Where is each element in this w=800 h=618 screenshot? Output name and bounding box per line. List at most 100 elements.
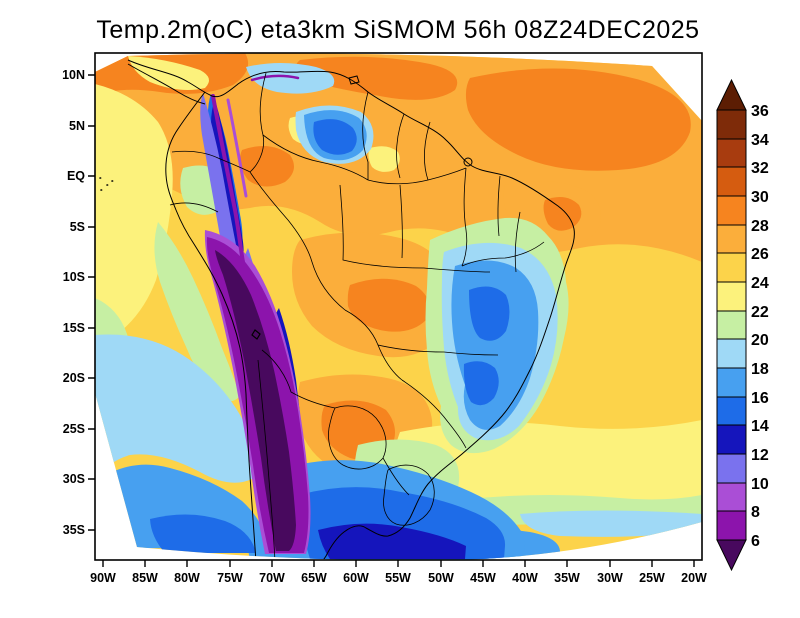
field-region-blue-minas2: [463, 361, 499, 406]
field-region-blue-minas1: [469, 286, 510, 341]
coast-centralamerica-pacific: [127, 63, 206, 105]
y-tick-label: 30S: [63, 472, 85, 486]
colorbar-box: [716, 367, 747, 398]
colorbar-labels: 36 34 32 30 28 26 24 22 20 18 16 14 12 1…: [751, 103, 769, 550]
island-marajo: [463, 157, 473, 167]
colorbar-label: 36: [751, 103, 769, 120]
border-paraguay-argentina: [382, 457, 410, 496]
y-tick-label: 35S: [63, 523, 85, 537]
x-tick-label: 40W: [512, 571, 538, 585]
colorbar-arrow-top: [716, 78, 747, 111]
colorbar-label: 28: [751, 218, 769, 235]
border-guyane: [424, 121, 431, 181]
border-paraguay: [328, 405, 387, 470]
x-axis-labels: 90W 85W 80W 75W 70W 65W 60W 55W 50W 45W …: [90, 571, 707, 585]
colorbar-label: 30: [751, 189, 769, 206]
field-region-blue-venezuela: [313, 119, 357, 155]
y-tick-label: 10N: [62, 68, 85, 82]
x-axis: [102, 560, 695, 567]
colorbar-label: 22: [751, 304, 769, 321]
colorbar-label: 20: [751, 332, 769, 349]
field-region-green-perucoast: [154, 222, 240, 402]
coast-pacific: [165, 91, 257, 561]
field-streaks-colombia: [211, 74, 300, 264]
y-tick-label: 15S: [63, 321, 85, 335]
x-tick-label: 70W: [259, 571, 285, 585]
border-ecuador-peru: [169, 202, 219, 213]
field-region-navy-argentina: [318, 523, 466, 559]
field-region-darkpurple-core: [215, 250, 296, 551]
border-brazil-states-1: [461, 167, 468, 267]
field-region-peri-andes-north: [200, 93, 240, 286]
field-region-orange-topband: [295, 56, 458, 100]
colorbar-box: [716, 310, 747, 340]
colorbar-box: [716, 281, 747, 312]
x-tick-label: 35W: [554, 571, 580, 585]
colorbar-box: [716, 195, 747, 226]
colorbar-label: 24: [751, 275, 769, 292]
field-region-orange-atlantic: [465, 68, 691, 171]
colorbar-box: [716, 252, 747, 283]
colorbar-box: [716, 482, 747, 512]
colorbar: [716, 78, 747, 572]
lake-titicaca: [251, 329, 261, 340]
y-tick-label: 5S: [70, 220, 85, 234]
y-tick-label: 20S: [63, 371, 85, 385]
y-tick-label: EQ: [67, 169, 85, 183]
colorbar-label: 32: [751, 160, 769, 177]
border-brazil-states-8: [514, 211, 521, 273]
x-tick-label: 80W: [174, 571, 200, 585]
colorbar-box: [716, 424, 747, 455]
colorbar-label: 10: [751, 476, 769, 493]
field-streak-cordillera-1: [211, 94, 245, 264]
colorbar-label: 16: [751, 390, 769, 407]
colorbar-label: 8: [751, 504, 760, 521]
x-tick-label: 55W: [385, 571, 411, 585]
colorbar-box: [716, 338, 747, 369]
y-axis-labels: 10N 5N EQ 5S 10S 15S 20S 25S 30S 35S: [62, 68, 85, 537]
field-region-orange-matogrosso: [347, 278, 430, 332]
field-region-paleyellow-pacific-n: [95, 84, 173, 346]
field-region-cyan-pacific: [95, 334, 255, 483]
border-brazil-states-5: [461, 241, 545, 267]
border-colombia-ecuador: [171, 150, 251, 173]
y-tick-label: 25S: [63, 422, 85, 436]
border-brazil-states-3: [339, 184, 491, 273]
y-tick-label: 5N: [69, 119, 85, 133]
x-tick-label: 65W: [301, 571, 327, 585]
colorbar-label: 34: [751, 132, 769, 149]
border-uruguay: [383, 464, 435, 526]
x-tick-label: 50W: [428, 571, 454, 585]
field-region-paleyellow-centralamerica: [128, 56, 209, 90]
y-axis: [88, 74, 95, 531]
colorbar-label: 14: [751, 418, 769, 435]
x-tick-label: 85W: [132, 571, 158, 585]
colorbar-label: 6: [751, 533, 760, 550]
x-tick-label: 30W: [597, 571, 623, 585]
island-trinidad: [348, 75, 360, 85]
field-streak-venezrange: [250, 74, 300, 82]
temperature-field: [95, 53, 702, 561]
border-brazil-states-2: [497, 175, 501, 237]
field-region-blue-pactongue: [150, 514, 256, 553]
border-brazil-states-7: [401, 379, 467, 449]
field-region-cyan-venezcoast: [246, 63, 335, 94]
y-tick-marks: [88, 74, 95, 531]
y-tick-label: 10S: [63, 270, 85, 284]
colorbar-label: 12: [751, 447, 769, 464]
field-region-paleyellow-amazon2: [368, 146, 400, 172]
colorbar-box: [716, 396, 747, 426]
figure-title: Temp.2m(oC) eta3km SiSMOM 56h 08Z24DEC20…: [96, 16, 699, 44]
colorbar-box: [716, 166, 747, 197]
x-tick-label: 25W: [639, 571, 665, 585]
country-borders: [99, 72, 545, 561]
field-streak-cordillera-2: [226, 98, 248, 198]
border-argentina-chile: [257, 359, 276, 561]
border-brazil-states-4: [399, 184, 403, 259]
x-tick-marks: [102, 560, 695, 567]
border-guyana: [362, 91, 369, 180]
border-bolivia-south: [261, 349, 336, 409]
x-tick-label: 75W: [217, 571, 243, 585]
